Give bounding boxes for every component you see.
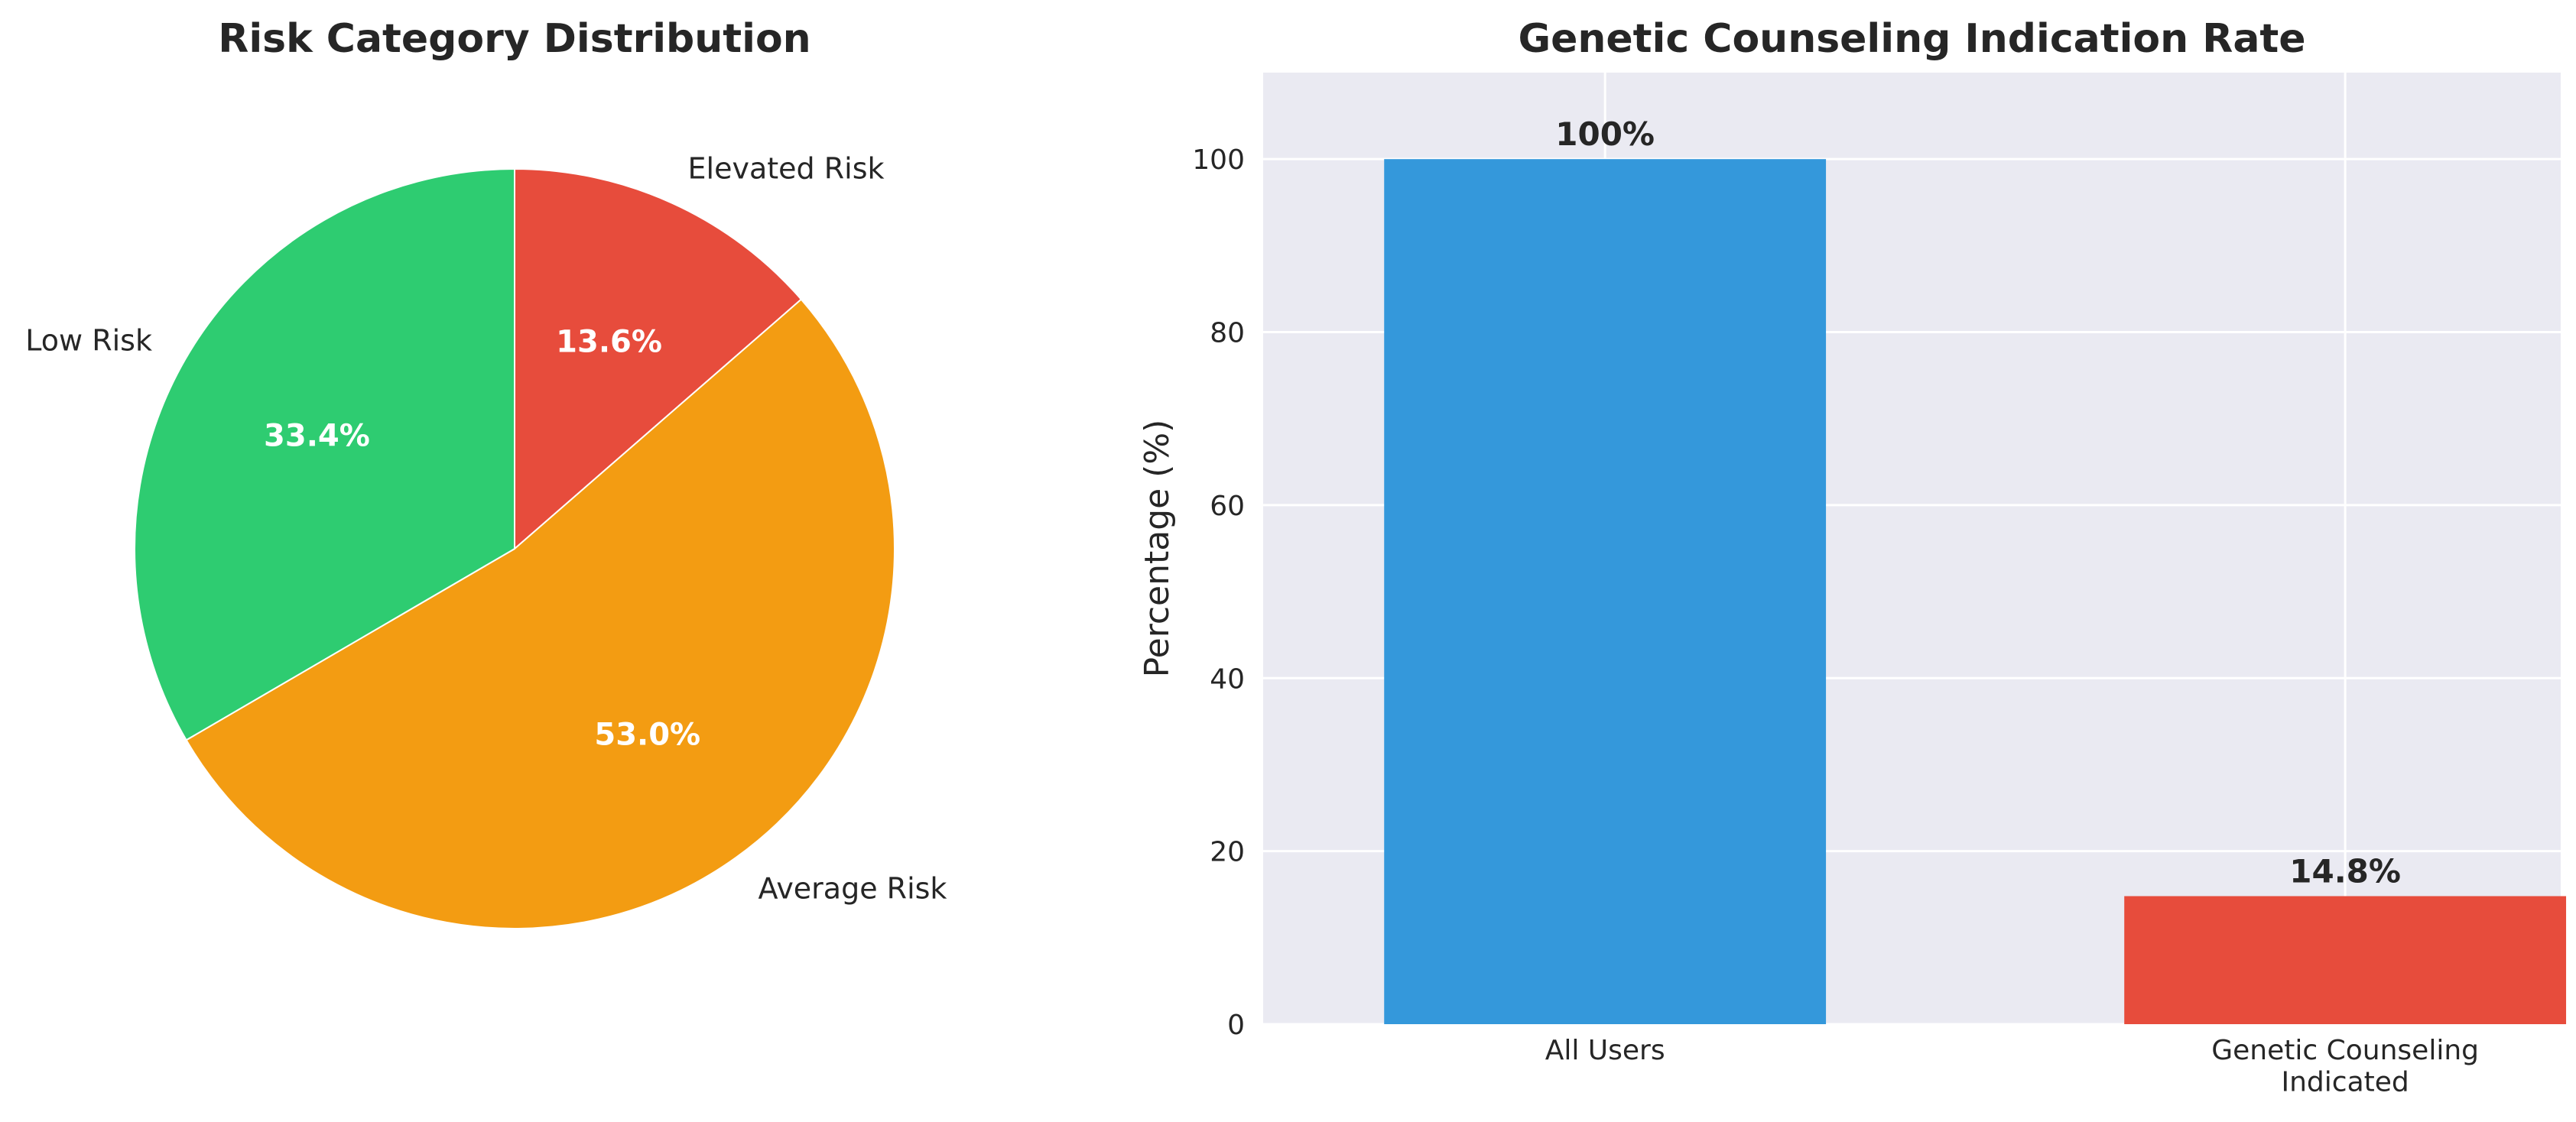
pie-label-average-risk: Average Risk <box>759 871 947 905</box>
pie-chart: Risk Category Distribution Elevated Risk 1… <box>25 16 947 929</box>
x-tick-label-genetic-counseling-indicated: Genetic Counseling Indicated <box>2211 1035 2479 1098</box>
pie-slice-low-risk <box>134 167 515 741</box>
bar-value-label-all-users: 100% <box>1555 115 1655 153</box>
pie-pct-elevated-risk: 13.6% <box>556 325 662 360</box>
bar-all-users <box>1384 159 1827 1024</box>
bar-chart-title: Genetic Counseling Indication Rate <box>1518 16 2305 62</box>
pie-slice-elevated-risk <box>514 167 803 551</box>
pie-label-elevated-risk: Elevated Risk <box>688 151 885 185</box>
y-tick-label: 20 <box>1210 837 1245 868</box>
y-tick-label: 80 <box>1210 318 1245 349</box>
bar-genetic-counseling-indicated <box>2124 896 2567 1024</box>
y-axis-label: Percentage (%) <box>1138 420 1177 678</box>
bar-value-label-genetic-counseling-indicated: 14.8% <box>2289 852 2401 890</box>
pie-pct-average-risk: 53.0% <box>594 717 700 752</box>
pie-pct-low-risk: 33.4% <box>264 418 370 453</box>
bar-chart: Genetic Counseling Indication Rate 0 20 40 6… <box>1138 16 2567 1098</box>
y-tick-label: 100 <box>1192 144 1245 176</box>
y-tick-label: 60 <box>1210 491 1245 522</box>
y-tick-label: 0 <box>1227 1010 1245 1041</box>
x-tick-label-all-users: All Users <box>1545 1035 1665 1066</box>
y-tick-label: 40 <box>1210 663 1245 695</box>
pie-chart-title: Risk Category Distribution <box>218 16 810 62</box>
pie-label-low-risk: Low Risk <box>25 324 152 358</box>
pie-slice-average-risk <box>185 298 895 929</box>
